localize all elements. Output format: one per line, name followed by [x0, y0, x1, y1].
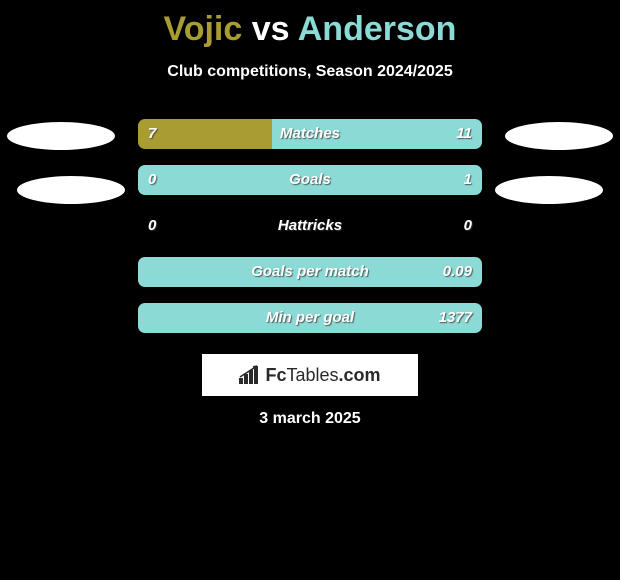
stat-row: 711Matches	[0, 119, 620, 149]
stat-label: Hattricks	[138, 211, 482, 241]
stat-label: Matches	[138, 119, 482, 149]
stat-label: Goals per match	[138, 257, 482, 287]
date-label: 3 march 2025	[0, 410, 620, 428]
page-title: Vojic vs Anderson	[0, 0, 620, 49]
subtitle: Club competitions, Season 2024/2025	[0, 63, 620, 81]
vs-label: vs	[252, 10, 290, 48]
stat-row: 00Hattricks	[0, 211, 620, 241]
bars-icon	[239, 365, 261, 385]
logo-text-thin: Tables	[286, 365, 338, 385]
stat-row: 0.09Goals per match	[0, 257, 620, 287]
logo-text: FcTables.com	[265, 365, 380, 386]
stat-rows: 711Matches 01Goals 00Hattricks 0.09Goals pe…	[0, 119, 620, 333]
stat-label: Goals	[138, 165, 482, 195]
logo-text-bold: Fc	[265, 365, 286, 385]
stat-label: Min per goal	[138, 303, 482, 333]
stat-row: 1377Min per goal	[0, 303, 620, 333]
logo-text-suffix: .com	[339, 365, 381, 385]
player1-name: Vojic	[164, 10, 243, 48]
stat-row: 01Goals	[0, 165, 620, 195]
player2-name: Anderson	[298, 10, 457, 48]
fctables-logo: FcTables.com	[202, 354, 418, 396]
comparison-infographic: Vojic vs Anderson Club competitions, Sea…	[0, 0, 620, 580]
